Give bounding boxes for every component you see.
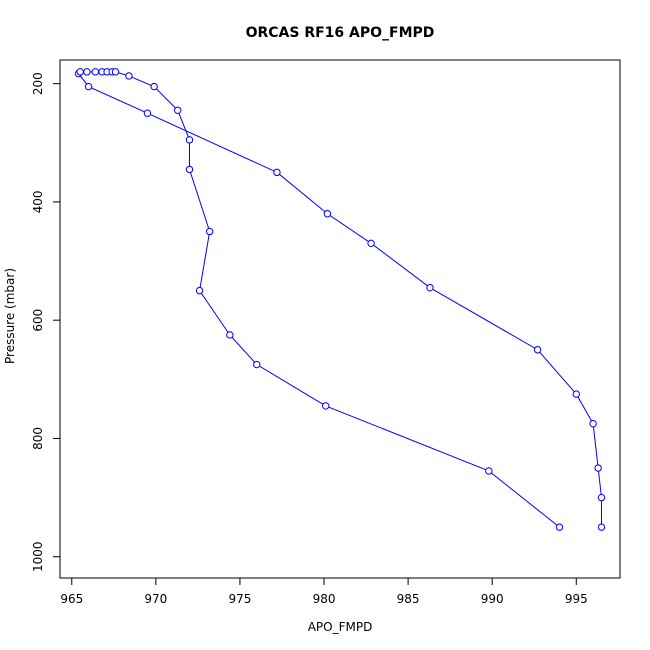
data-point xyxy=(205,227,214,236)
x-axis: 965 970 975 980 985 990 995 xyxy=(60,577,588,606)
x-tick-label: 965 xyxy=(60,592,83,606)
x-tick-label: 985 xyxy=(397,592,420,606)
y-axis: 200 400 600 800 1000 xyxy=(31,72,61,572)
data-point xyxy=(533,346,542,354)
data-point xyxy=(83,68,91,76)
data-point xyxy=(84,82,93,91)
data-point xyxy=(125,72,133,80)
data-point xyxy=(273,168,281,177)
data-point xyxy=(555,523,564,531)
data-point xyxy=(195,286,204,295)
data-point xyxy=(572,390,580,398)
data-point xyxy=(143,109,152,117)
y-tick-label: 400 xyxy=(31,190,45,213)
x-tick-label: 995 xyxy=(565,592,588,606)
data-point xyxy=(91,68,100,76)
y-tick-label: 1000 xyxy=(31,541,45,572)
data-point xyxy=(76,68,84,76)
data-point xyxy=(226,331,234,339)
x-tick-label: 990 xyxy=(481,592,504,606)
y-tick-label: 600 xyxy=(31,309,45,332)
data-series xyxy=(74,68,606,531)
data-point xyxy=(111,68,120,76)
y-tick-label: 800 xyxy=(31,427,45,450)
data-point xyxy=(322,402,330,410)
data-point xyxy=(323,210,332,218)
chart-title: ORCAS RF16 APO_FMPD xyxy=(246,25,435,41)
y-tick-label: 200 xyxy=(31,72,45,95)
x-tick-label: 970 xyxy=(144,592,167,606)
y-axis-label: Pressure (mbar) xyxy=(3,268,17,364)
data-point xyxy=(597,523,606,531)
data-point xyxy=(253,360,261,369)
data-point xyxy=(597,493,606,502)
x-tick-label: 980 xyxy=(313,592,336,606)
data-point xyxy=(485,467,493,475)
data-point xyxy=(185,165,194,174)
data-point xyxy=(426,283,434,292)
data-point xyxy=(367,239,375,248)
data-point xyxy=(174,106,182,114)
x-axis-label: APO_FMPD xyxy=(308,620,373,634)
data-point xyxy=(150,82,158,91)
data-point xyxy=(589,419,597,428)
data-point xyxy=(185,136,194,144)
data-point xyxy=(594,464,602,472)
x-tick-label: 975 xyxy=(228,592,251,606)
